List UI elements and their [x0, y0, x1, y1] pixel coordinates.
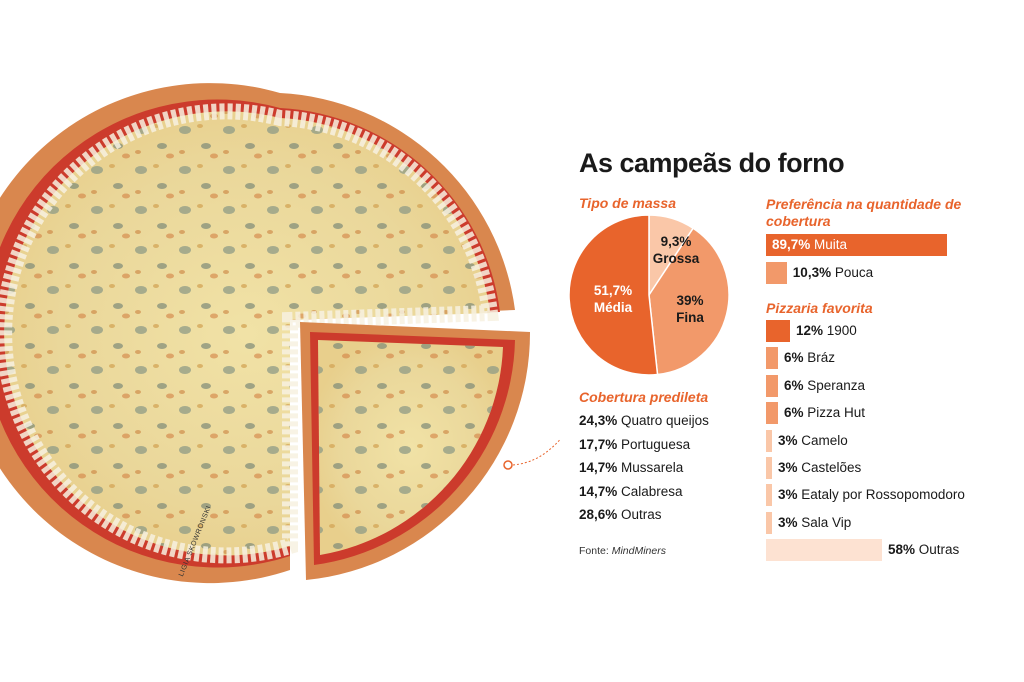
- cobertura-title: Cobertura predileta: [579, 389, 709, 405]
- bar-label: 3% Camelo: [778, 433, 848, 448]
- pizza-main: [0, 83, 515, 584]
- cobertura-row: 14,7% Calabresa: [579, 484, 683, 499]
- pizza-slice: [300, 322, 531, 580]
- bar-value-label: 89,7%: [772, 237, 811, 252]
- bar-label: 3% Eataly por Rossopomodoro: [778, 487, 965, 502]
- bar-label: 10,3% Pouca: [793, 265, 873, 280]
- bar-sala-vip: [766, 511, 772, 534]
- cobertura-row: 17,7% Portuguesa: [579, 437, 690, 452]
- bar-label: 12% 1900: [796, 323, 857, 338]
- quantidade-title: Preferência na quantidade de cobertura: [766, 196, 962, 229]
- bar-speranza: [766, 374, 778, 397]
- bar-value-label: 6%: [784, 405, 804, 421]
- pie-label-media: 51,7% Média: [593, 283, 633, 315]
- bar-category-label: Outras: [915, 542, 960, 558]
- bar-label: 3% Sala Vip: [778, 515, 851, 530]
- bar-eataly-por-rossopomodoro: [766, 484, 772, 507]
- bar-label: 6% Bráz: [784, 350, 835, 365]
- bar-br-z: [766, 347, 778, 370]
- bar-category-label: Pouca: [831, 265, 874, 280]
- cobertura-row: 24,3% Quatro queijos: [579, 413, 709, 428]
- bar-category-label: Muita: [810, 237, 848, 252]
- bar-category-label: Eataly por Rossopomodoro: [797, 487, 965, 503]
- cobertura-value: 28,6%: [579, 507, 618, 522]
- pie-label-grossa: 9,3% Grossa: [652, 234, 700, 266]
- cobertura-row: 28,6% Outras: [579, 507, 662, 522]
- bar-label: 6% Pizza Hut: [784, 405, 865, 420]
- bar-label: 3% Castelões: [778, 460, 861, 475]
- pie-slice-média: [569, 215, 659, 375]
- page-title: As campeãs do forno: [579, 148, 845, 178]
- bar-label: 6% Speranza: [784, 378, 865, 393]
- bar-label: 89,7% Muita: [772, 237, 847, 252]
- bar-value-label: 6%: [784, 350, 804, 366]
- callout-line: [503, 438, 560, 470]
- bar-category-label: Camelo: [797, 432, 848, 448]
- bar-castel-es: [766, 457, 772, 479]
- bar-category-label: Castelões: [797, 460, 862, 475]
- source-note: Fonte: MindMiners: [579, 545, 666, 557]
- bar-category-label: Pizza Hut: [803, 405, 866, 421]
- pizza-photo: [0, 83, 560, 584]
- bar-category-label: Speranza: [803, 377, 866, 393]
- bar-outras: [766, 539, 882, 562]
- pie-label-fina: 39% Fina: [676, 293, 704, 325]
- cobertura-row: 14,7% Mussarela: [579, 460, 683, 475]
- cobertura-label: Outras: [617, 507, 662, 522]
- bar-category-label: Sala Vip: [797, 514, 852, 530]
- cobertura-label: Mussarela: [617, 460, 684, 475]
- bar-value-label: 6%: [784, 377, 804, 393]
- bar-value-label: 58%: [888, 542, 916, 558]
- cobertura-label: Portuguesa: [617, 436, 691, 452]
- cobertura-label: Quatro queijos: [617, 413, 709, 428]
- bar-muita: [766, 234, 948, 256]
- cobertura-value: 17,7%: [579, 436, 618, 452]
- bar-category-label: Bráz: [803, 350, 836, 366]
- cobertura-value: 14,7%: [579, 483, 618, 499]
- cobertura-value: 24,3%: [579, 413, 618, 428]
- pizzaria-title: Pizzaria favorita: [766, 300, 873, 316]
- bar-value-label: 12%: [796, 323, 824, 338]
- bar-value-label: 3%: [778, 432, 798, 448]
- bar-label: 58% Outras: [888, 542, 959, 557]
- bar-camelo: [766, 429, 772, 452]
- pie-chart: [569, 215, 729, 375]
- cobertura-label: Calabresa: [617, 483, 683, 499]
- bar-1900: [766, 320, 790, 342]
- bar-value-label: 3%: [778, 487, 798, 503]
- bar-value-label: 3%: [778, 514, 798, 530]
- pie-chart-title: Tipo de massa: [579, 195, 677, 211]
- bar-pouca: [766, 262, 787, 284]
- bar-pizza-hut: [766, 402, 778, 425]
- bar-category-label: 1900: [823, 323, 857, 338]
- bar-value-label: 10,3%: [792, 265, 832, 280]
- cobertura-value: 14,7%: [579, 460, 618, 475]
- bar-value-label: 3%: [778, 460, 798, 475]
- pie-slice-fina: [648, 227, 729, 375]
